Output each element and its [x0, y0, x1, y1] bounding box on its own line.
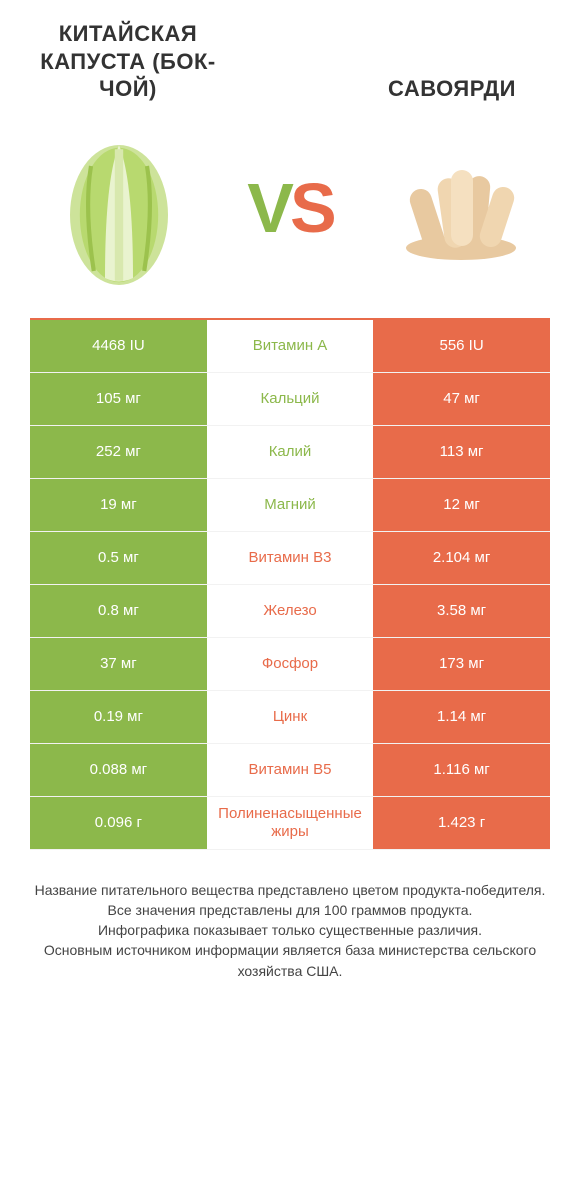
nutrient-label: Витамин B3 [207, 532, 373, 584]
right-value: 1.14 мг [373, 691, 550, 743]
right-value: 556 IU [373, 320, 550, 372]
nutrient-label: Калий [207, 426, 373, 478]
left-value: 0.19 мг [30, 691, 207, 743]
right-value: 47 мг [373, 373, 550, 425]
table-row: 105 мгКальций47 мг [30, 373, 550, 426]
left-value: 37 мг [30, 638, 207, 690]
nutrient-label: Цинк [207, 691, 373, 743]
table-row: 0.19 мгЦинк1.14 мг [30, 691, 550, 744]
left-product-title: КИТАЙСКАЯ КАПУСТА (БОК-ЧОЙ) [20, 20, 236, 103]
cabbage-icon [49, 123, 189, 293]
footer-line-3: Инфографика показывает только существенн… [30, 920, 550, 940]
footer-line-2: Все значения представлены для 100 граммо… [30, 900, 550, 920]
right-value: 173 мг [373, 638, 550, 690]
right-value: 3.58 мг [373, 585, 550, 637]
right-value: 1.423 г [373, 797, 550, 849]
table-row: 0.5 мгВитамин B32.104 мг [30, 532, 550, 585]
left-value: 19 мг [30, 479, 207, 531]
table-row: 252 мгКалий113 мг [30, 426, 550, 479]
vs-v: V [247, 169, 290, 247]
table-row: 0.088 мгВитамин B51.116 мг [30, 744, 550, 797]
right-value: 12 мг [373, 479, 550, 531]
table-row: 0.096 гПолиненасыщенные жиры1.423 г [30, 797, 550, 850]
left-value: 0.096 г [30, 797, 207, 849]
vs-s: S [290, 169, 333, 247]
table-row: 4468 IUВитамин A556 IU [30, 320, 550, 373]
footer-line-1: Название питательного вещества представл… [30, 880, 550, 900]
comparison-table: 4468 IUВитамин A556 IU105 мгКальций47 мг… [30, 318, 550, 850]
footer: Название питательного вещества представл… [0, 850, 580, 1001]
ladyfingers-icon [391, 123, 531, 293]
left-value: 252 мг [30, 426, 207, 478]
left-value: 105 мг [30, 373, 207, 425]
vs-label: VS [247, 168, 332, 248]
nutrient-label: Фосфор [207, 638, 373, 690]
nutrient-label: Витамин B5 [207, 744, 373, 796]
nutrient-label: Полиненасыщенные жиры [207, 797, 373, 849]
right-value: 2.104 мг [373, 532, 550, 584]
nutrient-label: Кальций [207, 373, 373, 425]
nutrient-label: Витамин A [207, 320, 373, 372]
right-value: 113 мг [373, 426, 550, 478]
infographic-container: КИТАЙСКАЯ КАПУСТА (БОК-ЧОЙ) САВОЯРДИ VS [0, 0, 580, 1001]
nutrient-label: Магний [207, 479, 373, 531]
nutrient-label: Железо [207, 585, 373, 637]
left-value: 0.5 мг [30, 532, 207, 584]
right-product-title: САВОЯРДИ [344, 75, 560, 103]
header: КИТАЙСКАЯ КАПУСТА (БОК-ЧОЙ) САВОЯРДИ [0, 0, 580, 113]
footer-line-4: Основным источником информации является … [30, 940, 550, 981]
images-row: VS [0, 113, 580, 318]
left-value: 0.088 мг [30, 744, 207, 796]
left-value: 0.8 мг [30, 585, 207, 637]
left-value: 4468 IU [30, 320, 207, 372]
table-row: 0.8 мгЖелезо3.58 мг [30, 585, 550, 638]
table-row: 37 мгФосфор173 мг [30, 638, 550, 691]
right-value: 1.116 мг [373, 744, 550, 796]
table-row: 19 мгМагний12 мг [30, 479, 550, 532]
